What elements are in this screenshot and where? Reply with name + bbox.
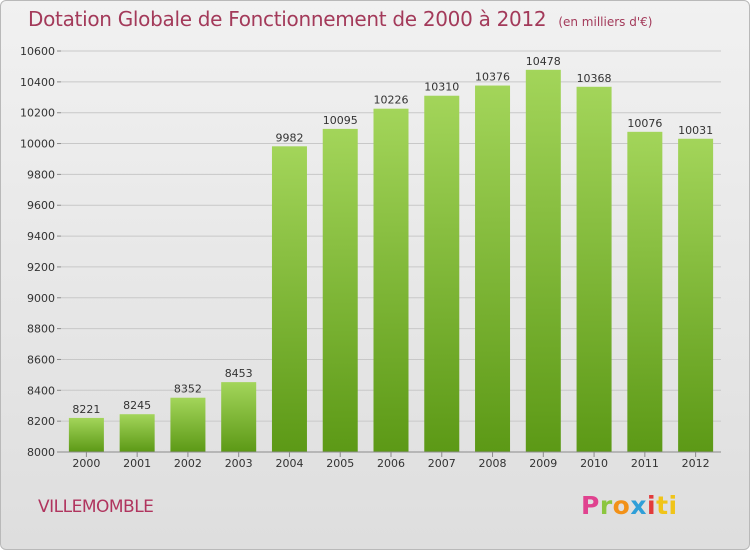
x-tick-label: 2009 (529, 457, 557, 470)
y-tick-label: 9000 (27, 292, 55, 305)
logo-letter: o (612, 491, 631, 520)
data-label: 8245 (123, 399, 151, 412)
x-tick-label: 2007 (428, 457, 456, 470)
logo-letter: ti (656, 491, 678, 520)
bar (119, 414, 155, 452)
bar (271, 146, 307, 452)
x-tick-label: 2011 (631, 457, 659, 470)
data-label: 10376 (475, 71, 510, 84)
x-tick-label: 2004 (275, 457, 303, 470)
y-tick-label: 10600 (20, 45, 55, 58)
data-label: 10095 (323, 114, 358, 127)
logo-letter: P (581, 491, 600, 520)
data-label: 10031 (678, 124, 713, 137)
y-tick-label: 10400 (20, 76, 55, 89)
x-tick-label: 2006 (377, 457, 405, 470)
data-label: 8453 (225, 367, 253, 380)
proxiti-logo: Proxiti (581, 491, 678, 520)
y-tick-label: 10200 (20, 107, 55, 120)
chart-title-text: Dotation Globale de Fonctionnement de 20… (28, 7, 547, 31)
data-label: 8221 (72, 403, 100, 416)
city-name: VILLEMOMBLE (38, 497, 154, 517)
x-tick-label: 2002 (174, 457, 202, 470)
y-tick-label: 10000 (20, 138, 55, 151)
y-tick-label: 9600 (27, 199, 55, 212)
bar (170, 397, 206, 452)
logo-letter: r (599, 491, 613, 520)
data-label: 10076 (627, 117, 662, 130)
data-label: 10368 (577, 72, 612, 85)
x-tick-label: 2008 (479, 457, 507, 470)
chart-title: Dotation Globale de Fonctionnement de 20… (28, 7, 652, 31)
x-tick-label: 2005 (326, 457, 354, 470)
x-tick-label: 2010 (580, 457, 608, 470)
y-axis-ticks: 8000 8200 8400 8600 8800 9000 9200 9400 9600 9800… (20, 45, 61, 459)
bar (68, 417, 104, 452)
y-tick-label: 9400 (27, 230, 55, 243)
bar (221, 382, 257, 452)
bars: 8221 8245 8352 8453 9982 10095 10226 10310 10376… (68, 55, 714, 452)
bar (475, 85, 511, 452)
data-label: 9982 (275, 131, 303, 144)
data-label: 10226 (374, 94, 409, 107)
logo-letter: i (647, 491, 657, 520)
bar (373, 108, 409, 452)
x-axis-ticks: 2000 2001 2002 2003 2004 2005 2006 2007 2008 2009… (72, 452, 710, 470)
bar (627, 131, 663, 452)
chart-unit-label: (en milliers d'€) (558, 15, 653, 29)
bar (576, 86, 612, 452)
y-tick-label: 8000 (27, 446, 55, 459)
data-label: 8352 (174, 383, 202, 396)
y-tick-label: 8400 (27, 384, 55, 397)
y-tick-label: 9200 (27, 261, 55, 274)
bar (322, 128, 358, 452)
bar (424, 95, 460, 452)
data-label: 10310 (424, 81, 459, 94)
y-tick-label: 8800 (27, 323, 55, 336)
x-tick-label: 2012 (682, 457, 710, 470)
bar (525, 69, 561, 452)
data-label: 10478 (526, 55, 561, 68)
y-tick-label: 9800 (27, 168, 55, 181)
y-tick-label: 8200 (27, 415, 55, 428)
x-tick-label: 2003 (225, 457, 253, 470)
x-tick-label: 2000 (72, 457, 100, 470)
x-tick-label: 2001 (123, 457, 151, 470)
bar (678, 138, 714, 452)
logo-letter: x (630, 491, 647, 520)
y-tick-label: 8600 (27, 353, 55, 366)
